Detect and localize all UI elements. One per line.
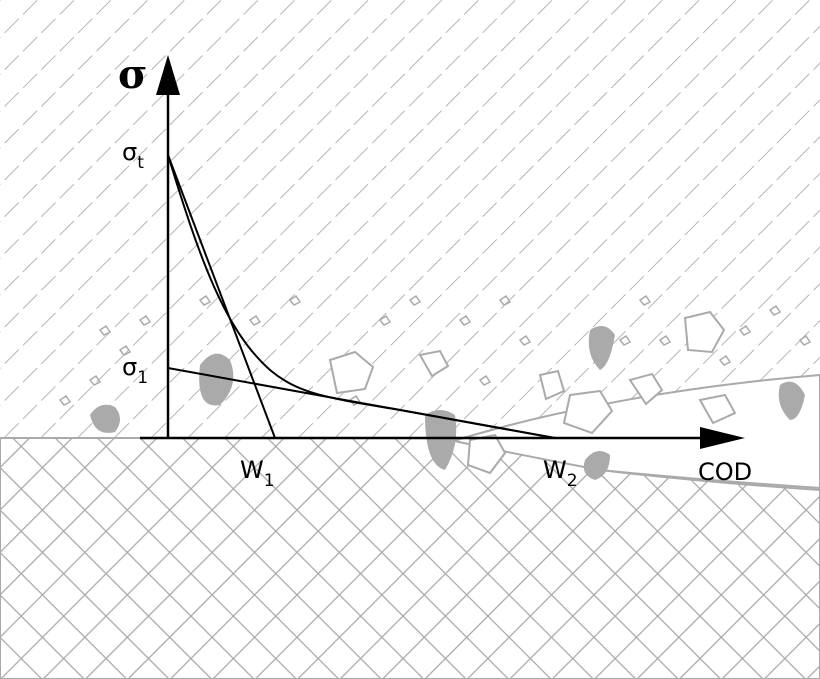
x-arrow bbox=[700, 427, 745, 449]
y-arrow bbox=[156, 55, 180, 95]
aggregates bbox=[328, 310, 737, 475]
sigma-1-label: σ1 bbox=[122, 353, 148, 388]
axes bbox=[140, 90, 705, 440]
y-axis-label: σ bbox=[118, 51, 148, 98]
softening-lines bbox=[167, 154, 556, 439]
sigma-t-label: σt bbox=[122, 138, 144, 173]
x-axis-label: COD bbox=[698, 458, 752, 486]
w1-label: W1 bbox=[240, 456, 275, 491]
gray-stones bbox=[90, 326, 805, 480]
w2-label: W2 bbox=[543, 456, 578, 491]
aggregate-chips bbox=[58, 294, 812, 406]
